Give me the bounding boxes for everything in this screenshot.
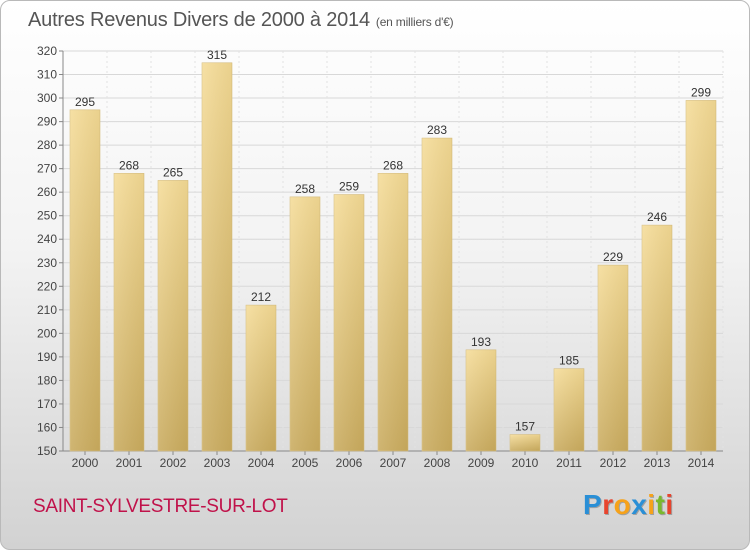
bar-shade [466, 349, 496, 451]
data-label: 283 [427, 123, 447, 137]
x-tick-label: 2011 [556, 456, 582, 470]
bar-shade [334, 194, 364, 451]
x-tick-label: 2003 [204, 456, 231, 470]
data-label: 259 [339, 180, 359, 194]
bar-shade [598, 265, 628, 451]
data-label: 229 [603, 250, 623, 264]
y-tick-label: 240 [37, 232, 57, 246]
bar-shade [246, 305, 276, 451]
bar-shade [290, 196, 320, 451]
bar-shade [202, 62, 232, 451]
y-tick-label: 300 [37, 91, 57, 105]
data-label: 246 [647, 210, 667, 224]
y-tick-label: 160 [37, 420, 57, 434]
x-tick-label: 2012 [600, 456, 627, 470]
data-label: 268 [383, 158, 403, 172]
title-text: Autres Revenus Divers de 2000 à 2014 [28, 9, 370, 31]
x-tick-label: 2008 [424, 456, 451, 470]
bar-shade [554, 368, 584, 451]
y-tick-label: 180 [37, 373, 57, 387]
bar-shade [114, 173, 144, 451]
bar-shade [422, 138, 452, 451]
x-tick-label: 2002 [160, 456, 187, 470]
bar-shade [158, 180, 188, 452]
commune-name: SAINT-SYLVESTRE-SUR-LOT [33, 496, 288, 517]
logo-letter: i [647, 489, 656, 520]
y-tick-label: 190 [37, 350, 57, 364]
x-tick-label: 2009 [468, 456, 495, 470]
x-tick-label: 2014 [688, 456, 715, 470]
chart-title: Autres Revenus Divers de 2000 à 2014 (en … [28, 9, 454, 32]
proxiti-logo: Proxiti [583, 489, 674, 521]
bar-shade [642, 225, 672, 451]
bar-shade [686, 100, 716, 451]
data-label: 258 [295, 182, 315, 196]
y-tick-label: 200 [37, 326, 57, 340]
data-label: 265 [163, 165, 183, 179]
y-tick-label: 260 [37, 185, 57, 199]
data-label: 185 [559, 354, 579, 368]
data-label: 299 [691, 85, 711, 99]
x-tick-label: 2004 [248, 456, 275, 470]
y-tick-label: 210 [37, 303, 57, 317]
chart-subtitle: (en milliers d'€) [375, 15, 454, 29]
y-tick-label: 310 [37, 68, 57, 82]
data-label: 295 [75, 95, 95, 109]
x-tick-label: 2001 [116, 456, 143, 470]
x-tick-label: 2005 [292, 456, 319, 470]
x-tick-label: 2010 [512, 456, 539, 470]
logo-letter: t [655, 489, 666, 520]
data-label: 193 [471, 335, 491, 349]
x-tick-label: 2000 [72, 456, 99, 470]
x-tick-label: 2006 [336, 456, 363, 470]
y-tick-label: 250 [37, 209, 57, 223]
y-tick-label: 320 [37, 44, 57, 58]
logo-letter: o [613, 489, 632, 520]
bar-shade [510, 434, 540, 451]
bar-shade [70, 109, 100, 451]
logo-letter: i [665, 489, 674, 520]
data-label: 315 [207, 48, 227, 62]
bar-shade [378, 173, 408, 451]
y-tick-label: 280 [37, 138, 57, 152]
y-tick-label: 230 [37, 256, 57, 270]
y-tick-label: 170 [37, 397, 57, 411]
data-label: 157 [515, 420, 535, 434]
y-tick-label: 270 [37, 162, 57, 176]
axes: 150 160 170 180 190 200 210 220 230 240 250 260 270 2… [37, 44, 723, 470]
y-tick-label: 220 [37, 279, 57, 293]
data-label: 268 [119, 158, 139, 172]
labels: 295 268 265 315 212 258 259 268 283 193 157 185 229 2… [75, 48, 711, 434]
x-tick-label: 2013 [644, 456, 671, 470]
logo-letter: x [631, 489, 648, 520]
bars [69, 62, 717, 452]
logo-letter: P [583, 489, 603, 520]
y-tick-label: 150 [37, 444, 57, 458]
y-tick-label: 290 [37, 115, 57, 129]
logo-letter: r [602, 489, 614, 520]
data-label: 212 [251, 290, 271, 304]
x-tick-label: 2007 [380, 456, 407, 470]
